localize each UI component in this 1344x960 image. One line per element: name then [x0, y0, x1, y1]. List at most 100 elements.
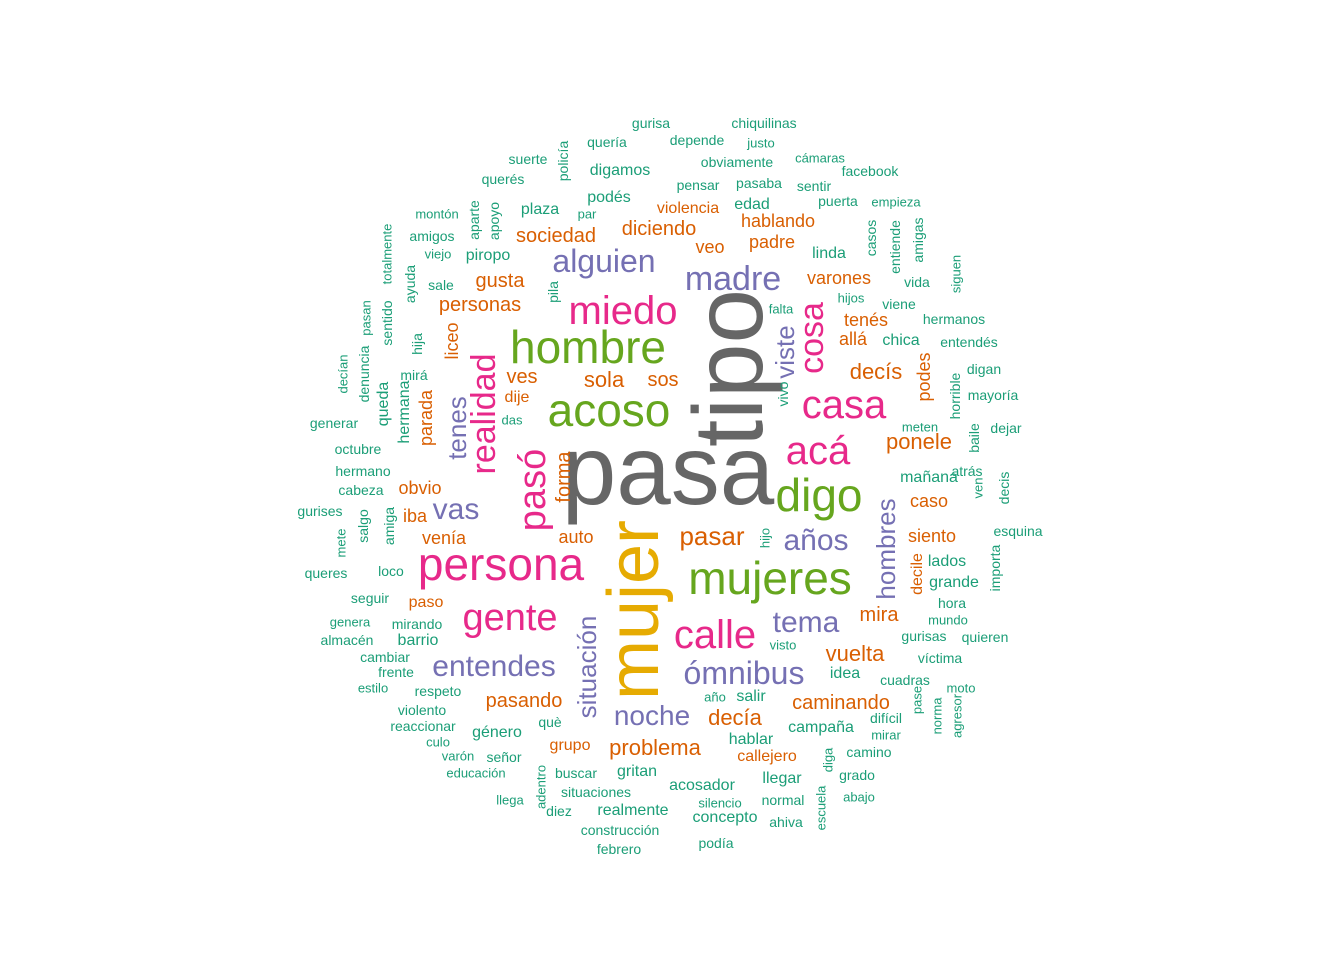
word-respeto: respeto	[414, 683, 462, 699]
word-decian: decían	[335, 354, 351, 394]
word-quieren: quieren	[961, 629, 1009, 645]
word-aparte: aparte	[466, 200, 482, 240]
word-senor: señor	[486, 749, 522, 765]
word-queda: queda	[375, 381, 392, 427]
word-loco: loco	[378, 563, 404, 579]
word-barrio: barrio	[397, 632, 439, 649]
word-sentir: sentir	[796, 178, 832, 194]
word-decia: decía	[708, 705, 762, 730]
word-agresor: agresor	[949, 693, 965, 739]
word-pensar: pensar	[676, 177, 720, 193]
word-tenes: tenés	[843, 310, 889, 330]
word-queres: queres	[304, 565, 348, 581]
word-mundo: mundo	[928, 612, 968, 628]
word-totalmente: totalmente	[379, 223, 395, 285]
word-callejero: callejero	[737, 748, 797, 765]
word-ayuda: ayuda	[402, 264, 418, 304]
word-noche: noche	[613, 700, 691, 731]
word-tema: tema	[772, 606, 840, 639]
word-pila: pila	[545, 281, 561, 303]
word-abajo: abajo	[843, 789, 875, 805]
word-obviamente: obviamente	[700, 154, 774, 170]
word-ves: ves	[506, 366, 538, 388]
word-llega: llega	[496, 792, 524, 808]
word-esquina: esquina	[993, 523, 1043, 539]
word-liceo: liceo	[442, 322, 462, 360]
word-tipo: tipo	[673, 288, 783, 448]
word-hombres: hombres	[871, 498, 901, 600]
word-estilo: estilo	[357, 680, 389, 696]
word-mujer: mujer	[594, 519, 674, 701]
word-realmente: realmente	[597, 802, 669, 819]
word-octubre: octubre	[334, 441, 382, 457]
word-falta: falta	[768, 301, 794, 317]
word-generar: generar	[309, 415, 359, 431]
word-sos: sos	[647, 369, 679, 391]
word-genero: género	[472, 724, 522, 741]
word-hablar: hablar	[728, 731, 774, 748]
word-acosador: acosador	[669, 777, 735, 794]
word-normal: normal	[761, 792, 805, 808]
word-atras: atrás	[951, 463, 983, 479]
word-hora: hora	[937, 595, 967, 611]
word-gritan: gritan	[616, 763, 658, 780]
word-alguien: alguien	[552, 243, 656, 279]
word-alla: allá	[838, 329, 868, 349]
word-mujeres: mujeres	[688, 552, 852, 604]
word-cuadras: cuadras	[880, 672, 930, 688]
word-vivo: vivo	[775, 381, 791, 407]
word-pasando: pasando	[485, 690, 563, 712]
word-educacion: educación	[446, 765, 506, 781]
word-das: das	[501, 412, 523, 428]
word-silencio: silencio	[698, 795, 742, 811]
word-dejar: dejar	[990, 420, 1022, 436]
word-sola: sola	[583, 367, 625, 392]
word-dificil: difícil	[870, 710, 902, 726]
word-cabeza: cabeza	[338, 482, 384, 498]
word-iba: iba	[402, 506, 428, 526]
word-parada: parada	[416, 389, 436, 447]
word-pasaba: pasaba	[736, 175, 782, 191]
word-pasar: pasar	[679, 521, 745, 551]
word-viene: viene	[882, 296, 916, 312]
word-construccion: construcción	[580, 822, 660, 838]
word-frente: frente	[378, 664, 414, 680]
word-mirar: mirar	[871, 727, 901, 743]
word-hermano: hermano	[335, 463, 391, 479]
word-reaccionar: reaccionar	[390, 718, 456, 734]
word-mete: mete	[333, 528, 349, 558]
word-madre: madre	[684, 260, 782, 298]
word-hombre: hombre	[510, 321, 666, 373]
word-diga: diga	[820, 747, 836, 773]
word-hijo: hijo	[757, 527, 773, 549]
word-almacen: almacén	[320, 632, 374, 648]
word-moto: moto	[946, 680, 976, 696]
word-vuelta: vuelta	[825, 641, 885, 666]
word-justo: justo	[747, 135, 775, 151]
word-casa: casa	[801, 383, 887, 427]
word-par: par	[577, 206, 597, 222]
word-gusta: gusta	[475, 270, 525, 292]
word-empieza: empieza	[871, 194, 921, 210]
word-ahiva: ahiva	[769, 814, 803, 830]
word-buscar: buscar	[554, 765, 598, 781]
word-depende: depende	[669, 132, 725, 148]
word-sale: sale	[428, 277, 454, 293]
word-digo: digo	[775, 469, 863, 521]
word-vida: vida	[904, 274, 930, 290]
word-viejo: viejo	[424, 246, 452, 262]
word-siento: siento	[907, 526, 957, 546]
word-pase: pase	[909, 685, 925, 715]
word-visto: visto	[769, 637, 797, 653]
word-meten: meten	[901, 419, 939, 435]
word-mira: mira	[859, 604, 899, 626]
word-dije: dije	[504, 389, 530, 406]
word-acoso: acoso	[547, 384, 671, 436]
word-caminando: caminando	[792, 692, 890, 714]
word-hermana: hermana	[396, 380, 413, 444]
word-padre: padre	[748, 232, 796, 252]
word-gurises: gurises	[297, 503, 343, 519]
word-varon: varón	[441, 748, 475, 764]
word-edad: edad	[734, 196, 770, 213]
